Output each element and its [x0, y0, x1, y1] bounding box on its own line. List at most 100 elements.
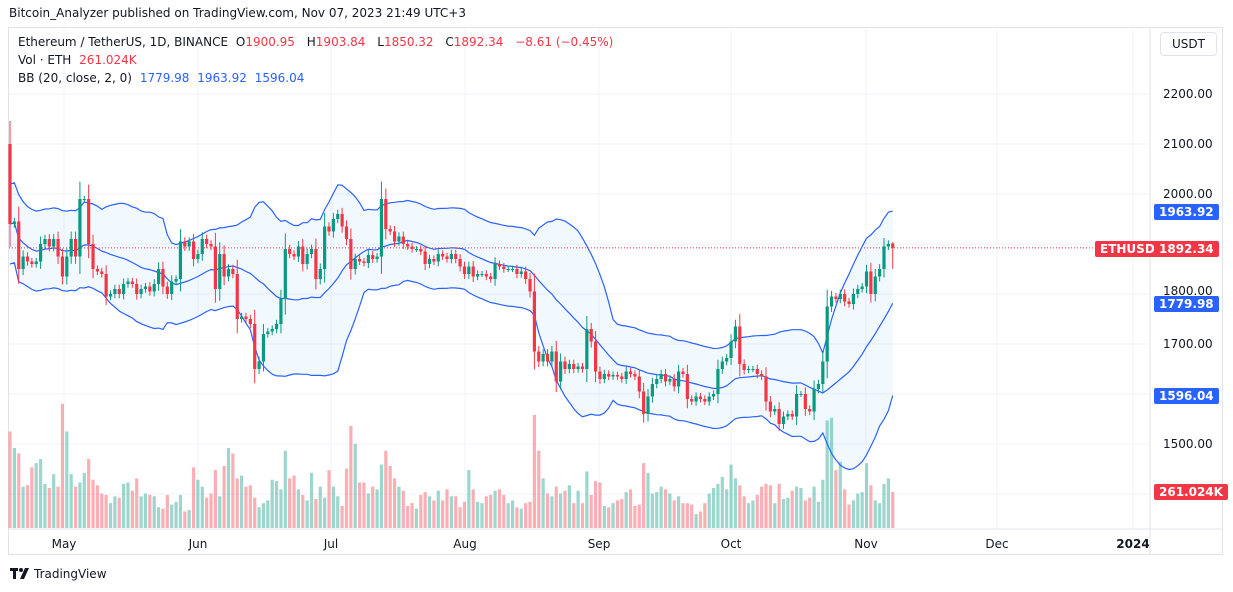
candle-body [406, 244, 410, 247]
candle-body [685, 374, 689, 399]
candle-body [711, 394, 716, 397]
candle-body [733, 326, 738, 342]
volume-bar [21, 486, 25, 528]
candle-body [283, 249, 287, 299]
volume-bar [301, 494, 305, 528]
x-tick: Jun [188, 537, 208, 551]
candle-body [777, 409, 781, 424]
volume-bar [502, 494, 506, 528]
volume-bar [375, 489, 379, 528]
volume-bar [716, 483, 720, 528]
volume-bar [353, 443, 357, 528]
volume-bar [314, 499, 318, 528]
volume-label[interactable]: Vol · ETH [18, 53, 72, 67]
candle-body [738, 326, 742, 364]
candle-body [375, 256, 379, 259]
currency-button[interactable]: USDT [1160, 32, 1217, 56]
candle-body [808, 409, 812, 412]
bb-band-fill [10, 182, 893, 470]
volume-bar [882, 483, 886, 528]
candle-body [69, 239, 73, 257]
candle-body [602, 374, 606, 379]
candle-body [864, 271, 869, 287]
candle-body [755, 369, 759, 374]
volume-bar [432, 500, 436, 528]
candle-body [78, 199, 82, 257]
volume-bar [878, 503, 882, 528]
volume-bar [620, 499, 624, 528]
volume-bar [91, 479, 95, 528]
candle-body [362, 261, 366, 263]
volume-bar [95, 485, 99, 528]
low-label: L [377, 35, 384, 49]
volume-bar [528, 501, 532, 528]
candle-body [458, 259, 462, 267]
x-tick: Sep [587, 537, 611, 551]
volume-bar [633, 505, 637, 528]
bb-label[interactable]: BB (20, close, 2, 0) [18, 71, 132, 85]
x-tick: Oct [720, 537, 742, 551]
volume-bar [344, 468, 349, 528]
candle-body [795, 394, 799, 417]
candle-body [860, 286, 864, 289]
candle-body [484, 274, 488, 277]
volume-bar [17, 453, 21, 528]
volume-bar [593, 481, 598, 528]
volume-bar [441, 500, 445, 528]
candle-body [305, 254, 309, 264]
candle-body [624, 371, 628, 379]
candle-body [130, 281, 134, 284]
volume-bar [8, 431, 12, 528]
symbol-name[interactable]: Ethereum / TetherUS, 1D, BINANCE [18, 35, 229, 49]
bb-legend: BB (20, close, 2, 0) 1779.98 1963.92 159… [18, 71, 308, 85]
volume-bar [847, 504, 851, 528]
candle-body [545, 354, 550, 362]
candle-body [821, 361, 825, 384]
tradingview-logo[interactable]: TradingView [10, 567, 107, 581]
volume-bar [261, 503, 266, 528]
volume-bar [100, 493, 104, 528]
close-value: 1892.34 [453, 35, 504, 49]
candle-body [628, 371, 633, 374]
volume-bar [838, 461, 842, 528]
candle-body [677, 371, 681, 387]
volume-bar [497, 489, 502, 528]
volume-bar [178, 494, 183, 528]
volume-bar [777, 483, 781, 528]
volume-bar [698, 511, 703, 528]
volume-bar [781, 499, 786, 528]
x-tick: 2024 [1116, 537, 1150, 551]
volume-bar [475, 501, 480, 528]
candle-body [248, 319, 252, 324]
volume-bar [135, 478, 139, 528]
volume-value: 261.024K [79, 53, 137, 67]
candle-body [340, 214, 344, 227]
volume-bar [524, 503, 528, 528]
volume-bar [703, 503, 707, 528]
candle-body [441, 254, 445, 257]
symbol-tag: ETHUSDT [1095, 241, 1168, 257]
candle-body [642, 391, 646, 414]
candle-body [309, 249, 314, 254]
volume-bar [349, 425, 353, 528]
candle-body [672, 379, 676, 387]
y-tick: 2000.00 [1163, 187, 1213, 201]
candle-body [873, 276, 877, 294]
volume-bar [812, 486, 816, 528]
candle-body [8, 144, 12, 224]
candle-body [611, 375, 615, 377]
volume-bar [25, 485, 30, 528]
volume-bar [628, 489, 633, 528]
candle-body [432, 259, 436, 262]
candle-body [454, 254, 458, 259]
candle-body [856, 289, 860, 294]
volume-bar [790, 490, 794, 528]
bb-lower-line [9, 262, 894, 471]
candle-body [585, 329, 589, 369]
candle-body [834, 296, 838, 299]
candle-body [410, 246, 414, 249]
candle-body [235, 274, 239, 319]
candle-body [301, 246, 305, 264]
volume-bar [427, 496, 432, 528]
